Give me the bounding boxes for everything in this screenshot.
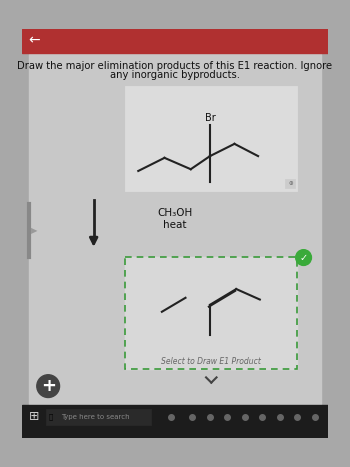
Text: Draw the major elimination products of this E1 reaction. Ignore: Draw the major elimination products of t… — [18, 61, 332, 71]
Circle shape — [37, 375, 60, 397]
Text: +: + — [41, 377, 56, 395]
Text: ▶: ▶ — [31, 226, 37, 235]
Text: ←: ← — [28, 34, 40, 48]
Text: Br: Br — [205, 113, 215, 123]
Bar — [22, 29, 328, 53]
Bar — [285, 179, 295, 189]
Text: ⊞: ⊞ — [29, 410, 40, 423]
Bar — [29, 54, 321, 403]
Text: Type here to search: Type here to search — [61, 414, 130, 420]
Text: any inorganic byproducts.: any inorganic byproducts. — [110, 71, 240, 80]
Circle shape — [296, 250, 312, 265]
Text: 🔍: 🔍 — [49, 413, 53, 420]
Bar — [125, 257, 298, 368]
Text: Select to Draw E1 Product: Select to Draw E1 Product — [161, 357, 261, 366]
Text: ⊕: ⊕ — [288, 181, 293, 186]
Text: CH₃OH: CH₃OH — [158, 208, 192, 218]
Bar — [22, 405, 328, 438]
Bar — [47, 409, 152, 425]
Text: ✓: ✓ — [300, 253, 308, 262]
Bar — [125, 257, 298, 368]
Text: heat: heat — [163, 220, 187, 230]
Bar — [125, 86, 298, 191]
